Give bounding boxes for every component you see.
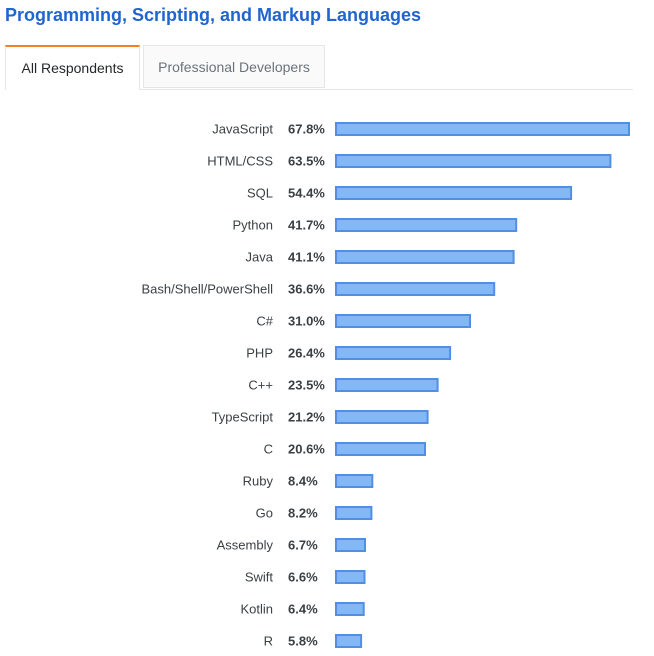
category-label: Python	[233, 218, 273, 233]
bar[interactable]	[335, 410, 429, 424]
category-label: Ruby	[243, 474, 274, 489]
tab-professional-developers[interactable]: Professional Developers	[143, 45, 325, 88]
category-label: HTML/CSS	[207, 154, 273, 169]
category-label: C#	[256, 314, 273, 329]
bar[interactable]	[335, 282, 496, 296]
value-label: 41.1%	[288, 250, 325, 265]
value-label: 31.0%	[288, 314, 325, 329]
value-label: 8.2%	[288, 506, 318, 521]
value-label: 36.6%	[288, 282, 325, 297]
bar[interactable]	[335, 250, 515, 264]
category-label: SQL	[247, 186, 273, 201]
value-label: 67.8%	[288, 122, 325, 137]
value-label: 41.7%	[288, 218, 325, 233]
bar[interactable]	[335, 538, 366, 552]
bar[interactable]	[335, 474, 374, 488]
category-label: Java	[246, 250, 274, 265]
category-label: Assembly	[217, 538, 274, 553]
category-label: Go	[256, 506, 273, 521]
category-label: PHP	[246, 346, 273, 361]
category-label: C++	[248, 378, 273, 393]
tab-bar: All Respondents Professional Developers	[5, 45, 633, 90]
page-title: Programming, Scripting, and Markup Langu…	[5, 5, 422, 25]
value-label: 6.4%	[288, 602, 318, 617]
bar[interactable]	[335, 346, 452, 360]
value-label: 8.4%	[288, 474, 318, 489]
value-label: 6.7%	[288, 538, 318, 553]
category-label: Swift	[245, 570, 274, 585]
bar[interactable]	[335, 154, 612, 168]
value-label: 26.4%	[288, 346, 325, 361]
bar[interactable]	[335, 218, 518, 232]
bar[interactable]	[335, 602, 365, 616]
bar[interactable]	[335, 442, 426, 456]
bar[interactable]	[335, 570, 366, 584]
category-label: TypeScript	[212, 410, 274, 425]
value-label: 5.8%	[288, 634, 318, 649]
bar[interactable]	[335, 378, 439, 392]
tab-all-respondents[interactable]: All Respondents	[5, 45, 140, 90]
category-label: R	[264, 634, 273, 649]
category-label: C	[264, 442, 273, 457]
bar[interactable]	[335, 186, 573, 200]
value-label: 63.5%	[288, 154, 325, 169]
bar[interactable]	[335, 506, 373, 520]
bar[interactable]	[335, 634, 363, 648]
value-label: 21.2%	[288, 410, 325, 425]
value-label: 20.6%	[288, 442, 325, 457]
bar[interactable]	[335, 314, 471, 328]
value-label: 23.5%	[288, 378, 325, 393]
value-label: 6.6%	[288, 570, 318, 585]
category-label: JavaScript	[212, 122, 273, 137]
category-label: Bash/Shell/PowerShell	[141, 282, 273, 297]
bar[interactable]	[335, 122, 630, 136]
category-label: Kotlin	[240, 602, 273, 617]
value-label: 54.4%	[288, 186, 325, 201]
